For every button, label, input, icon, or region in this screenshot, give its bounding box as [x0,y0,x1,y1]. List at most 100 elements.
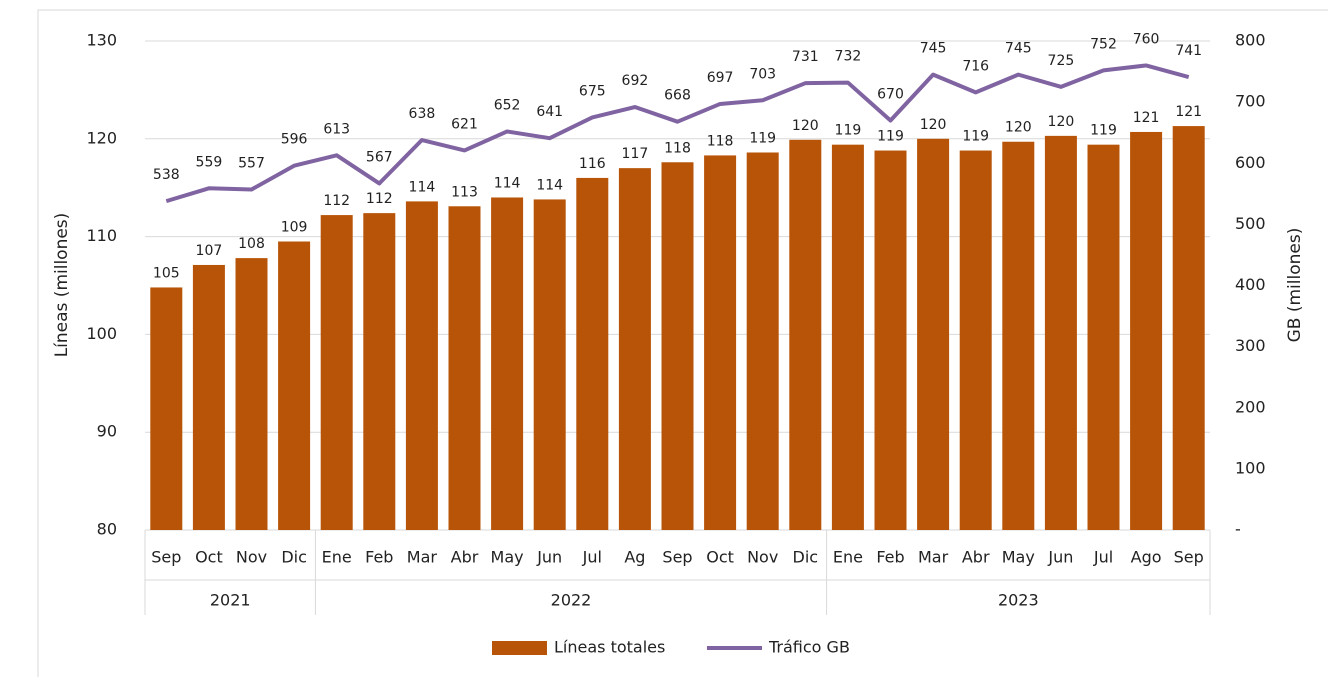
data-label: 116 [579,156,606,172]
bar [661,162,694,530]
x-tick-label: May [491,548,524,567]
y2-tick-label: 800 [1235,31,1266,50]
x-tick-label: Dic [281,548,307,567]
bar [533,199,566,530]
bar [874,150,907,530]
data-label: 119 [962,129,989,145]
data-label: 121 [1133,110,1160,126]
x-tick-label: Ene [833,548,863,567]
x-tick-label: Jul [582,548,602,567]
y-tick-label: 80 [97,520,117,539]
x-tick-label: Abr [962,548,990,567]
x-tick-label: Ene [322,548,352,567]
y2-tick-label: 700 [1235,92,1266,111]
data-label: 741 [1175,43,1202,59]
data-label: 120 [920,117,947,133]
data-label: 118 [664,140,691,156]
data-label: 121 [1175,104,1202,120]
data-label: 120 [1005,120,1032,136]
data-label: 119 [835,123,862,139]
x-tick-label: Ag [624,548,645,567]
bar [576,177,609,531]
data-label: 596 [281,132,308,148]
y2-tick-label: 600 [1235,153,1266,172]
data-label: 732 [835,49,862,65]
y-tick-label: 100 [86,324,117,343]
data-label: 117 [622,146,649,162]
bar [405,201,438,530]
bar [235,258,268,530]
y-tick-label: 90 [97,422,117,441]
x-tick-label: Sep [151,548,181,567]
bar [1087,144,1120,530]
bar [448,206,481,531]
x-group-label: 2021 [210,591,251,610]
data-label: 114 [409,179,436,195]
x-tick-label: Dic [793,548,819,567]
data-label: 675 [579,83,606,99]
chart-frame [37,9,1328,677]
y-axis-title: Líneas (millones) [52,213,72,358]
bar [278,241,311,531]
data-label: 668 [664,88,691,104]
y-tick-label: 130 [86,31,117,50]
y2-axis-title: GB (millones) [1285,228,1305,343]
data-label: 752 [1090,36,1117,52]
legend-label: Tráfico GB [768,638,850,657]
bar [363,213,396,531]
y2-tick-label: - [1235,520,1241,539]
y2-tick-label: 500 [1235,214,1266,233]
y2-tick-label: 300 [1235,336,1266,355]
bar [491,197,524,531]
data-label: 112 [366,191,393,207]
line [165,63,1190,204]
x-tick-label: Nov [747,548,778,567]
x-tick-label: Oct [195,548,223,567]
data-label: 120 [1048,114,1075,130]
bar [1044,135,1077,530]
data-label: 109 [281,219,308,235]
data-label: 745 [920,41,947,57]
data-label: 120 [792,118,819,134]
x-tick-label: Jun [536,548,562,567]
data-label: 112 [323,193,350,209]
data-label: 119 [877,129,904,145]
bar [1172,126,1205,530]
data-label: 745 [1005,41,1032,57]
data-label: 105 [153,265,180,281]
x-tick-label: Abr [451,548,479,567]
data-label: 641 [536,104,563,120]
data-label: 119 [1090,123,1117,139]
data-label: 114 [494,175,521,191]
data-label: 538 [153,167,180,183]
x-tick-label: Jul [1093,548,1113,567]
bar [959,150,992,530]
data-label: 119 [749,130,776,146]
x-tick-label: Mar [918,548,949,567]
data-label: 108 [238,236,265,252]
y2-tick-label: 200 [1235,397,1266,416]
data-label: 557 [238,156,265,172]
x-tick-label: Ago [1131,548,1162,567]
x-tick-label: Mar [407,548,438,567]
y-tick-label: 120 [86,128,117,147]
bar [320,215,353,531]
y-tick-label: 110 [86,226,117,245]
x-tick-label: Sep [1174,548,1204,567]
y2-tick-label: 100 [1235,458,1266,477]
bar [831,144,864,530]
data-label: 725 [1048,53,1075,69]
bar [789,139,822,530]
data-label: 621 [451,116,478,132]
x-tick-label: Sep [662,548,692,567]
data-label: 613 [323,121,350,137]
data-label: 731 [792,49,819,65]
data-label: 559 [196,154,223,170]
legend-label: Líneas totales [554,638,665,657]
data-label: 760 [1133,31,1160,47]
data-label: 114 [536,177,563,193]
bar [746,152,779,530]
data-label: 670 [877,86,904,102]
x-tick-label: Oct [706,548,734,567]
